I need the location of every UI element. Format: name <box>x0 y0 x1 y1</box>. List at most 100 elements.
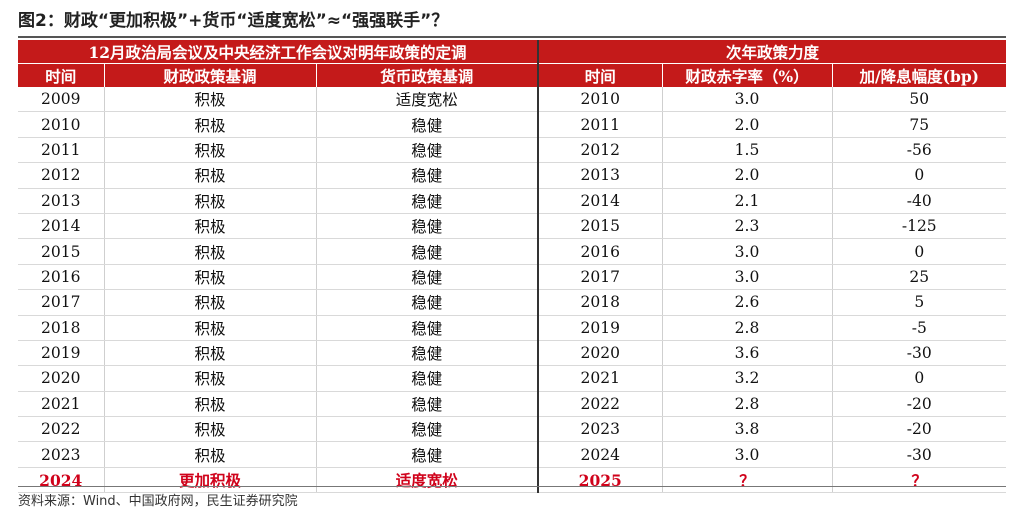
cell-year: 2021 <box>18 391 104 418</box>
table-row: 2009 积极 适度宽松 2010 3.0 50 <box>18 87 1007 113</box>
cell-next-year: 2024 <box>537 441 662 468</box>
cell-next-year: 2020 <box>537 340 662 367</box>
cell-monetary-tone: 稳健 <box>315 213 538 240</box>
table-row: 2019 积极 稳健 2020 3.6 -30 <box>18 340 1007 367</box>
cell-fiscal-tone: 积极 <box>103 416 316 443</box>
cell-fiscal-tone: 积极 <box>103 137 316 164</box>
cell-fiscal-tone: 积极 <box>103 340 316 367</box>
cell-monetary-tone: 稳健 <box>315 111 538 138</box>
cell-year: 2011 <box>18 137 104 164</box>
cell-year: 2020 <box>18 365 104 392</box>
cell-year: 2009 <box>18 87 104 113</box>
cell-monetary-tone: 稳健 <box>315 137 538 164</box>
cell-monetary-tone: 稳健 <box>315 289 538 316</box>
cell-fiscal-tone: 积极 <box>103 162 316 189</box>
cell-next-year: 2018 <box>537 289 662 316</box>
cell-rate-change: 0 <box>831 162 1007 189</box>
title-rule <box>18 36 1006 38</box>
cell-year: 2022 <box>18 416 104 443</box>
cell-deficit-rate: 3.0 <box>661 441 832 468</box>
cell-next-year: 2025 <box>537 467 662 494</box>
cell-monetary-tone: 稳健 <box>315 416 538 443</box>
cell-fiscal-tone: 积极 <box>103 441 316 468</box>
cell-rate-change: 0 <box>831 365 1007 392</box>
cell-monetary-tone: 稳健 <box>315 188 538 214</box>
cell-monetary-tone: 稳健 <box>315 340 538 367</box>
cell-fiscal-tone: 积极 <box>103 87 316 113</box>
cell-rate-change: -30 <box>831 441 1007 468</box>
cell-deficit-rate: 3.0 <box>661 87 832 113</box>
cell-fiscal-tone: 积极 <box>103 391 316 418</box>
cell-next-year: 2019 <box>537 315 662 341</box>
table-row: 2020 积极 稳健 2021 3.2 0 <box>18 365 1007 392</box>
cell-next-year: 2017 <box>537 264 662 291</box>
cell-rate-change: 75 <box>831 111 1007 138</box>
cell-deficit-rate: 3.8 <box>661 416 832 443</box>
cell-rate-change: -40 <box>831 188 1007 214</box>
cell-rate-change: 0 <box>831 238 1007 265</box>
cell-year: 2019 <box>18 340 104 367</box>
cell-year: 2024 <box>18 467 104 494</box>
cell-rate-change: ？ <box>831 467 1007 494</box>
table-row: 2014 积极 稳健 2015 2.3 -125 <box>18 213 1007 240</box>
header-deficit-rate: 财政赤字率（%） <box>661 63 832 87</box>
table-row: 2023 积极 稳健 2024 3.0 -30 <box>18 441 1007 468</box>
cell-deficit-rate: 3.6 <box>661 340 832 367</box>
cell-rate-change: 25 <box>831 264 1007 291</box>
cell-next-year: 2021 <box>537 365 662 392</box>
cell-year: 2012 <box>18 162 104 189</box>
policy-table: 12月政治局会议及中央经济工作会议对明年政策的定调 次年政策力度 时间 财政政策… <box>18 40 1007 494</box>
cell-deficit-rate: 3.2 <box>661 365 832 392</box>
cell-deficit-rate: 2.1 <box>661 188 832 214</box>
cell-rate-change: -56 <box>831 137 1007 164</box>
cell-fiscal-tone: 积极 <box>103 365 316 392</box>
cell-rate-change: -20 <box>831 391 1007 418</box>
cell-fiscal-tone: 积极 <box>103 213 316 240</box>
cell-fiscal-tone: 更加积极 <box>103 467 316 494</box>
cell-deficit-rate: 1.5 <box>661 137 832 164</box>
cell-year: 2013 <box>18 188 104 214</box>
table-row: 2017 积极 稳健 2018 2.6 5 <box>18 289 1007 316</box>
cell-rate-change: -5 <box>831 315 1007 341</box>
cell-monetary-tone: 稳健 <box>315 162 538 189</box>
cell-fiscal-tone: 积极 <box>103 188 316 214</box>
left-banner: 12月政治局会议及中央经济工作会议对明年政策的定调 <box>18 40 538 64</box>
cell-fiscal-tone: 积极 <box>103 238 316 265</box>
source-note: 资料来源：Wind、中国政府网，民生证券研究院 <box>18 494 298 509</box>
cell-deficit-rate: 2.8 <box>661 391 832 418</box>
cell-next-year: 2016 <box>537 238 662 265</box>
cell-fiscal-tone: 积极 <box>103 111 316 138</box>
cell-fiscal-tone: 积极 <box>103 264 316 291</box>
cell-rate-change: 5 <box>831 289 1007 316</box>
cell-deficit-rate: 2.8 <box>661 315 832 341</box>
cell-next-year: 2010 <box>537 87 662 113</box>
cell-fiscal-tone: 积极 <box>103 289 316 316</box>
cell-rate-change: -30 <box>831 340 1007 367</box>
right-banner: 次年政策力度 <box>536 40 1007 64</box>
table-row: 2015 积极 稳健 2016 3.0 0 <box>18 238 1007 265</box>
table-row: 2022 积极 稳健 2023 3.8 -20 <box>18 416 1007 443</box>
table-row: 2018 积极 稳健 2019 2.8 -5 <box>18 315 1007 341</box>
cell-rate-change: 50 <box>831 87 1007 113</box>
cell-deficit-rate: 3.0 <box>661 238 832 265</box>
cell-year: 2016 <box>18 264 104 291</box>
cell-deficit-rate: 2.0 <box>661 111 832 138</box>
table-row-final: 2024 更加积极 适度宽松 2025？？ <box>18 467 1007 494</box>
cell-deficit-rate: 2.6 <box>661 289 832 316</box>
cell-next-year: 2014 <box>537 188 662 214</box>
header-year: 时间 <box>18 63 104 87</box>
cell-year: 2017 <box>18 289 104 316</box>
cell-deficit-rate: 2.0 <box>661 162 832 189</box>
cell-monetary-tone: 适度宽松 <box>315 467 538 494</box>
cell-fiscal-tone: 积极 <box>103 315 316 341</box>
cell-deficit-rate: 2.3 <box>661 213 832 240</box>
cell-year: 2023 <box>18 441 104 468</box>
header-next-year: 时间 <box>537 63 662 87</box>
cell-monetary-tone: 适度宽松 <box>315 87 538 113</box>
cell-deficit-rate: ？ <box>661 467 832 494</box>
cell-next-year: 2015 <box>537 213 662 240</box>
bottom-rule <box>18 486 1006 487</box>
cell-monetary-tone: 稳健 <box>315 238 538 265</box>
figure-title: 图2：财政“更加积极”+货币“适度宽松”≈“强强联手”？ <box>18 11 449 31</box>
cell-next-year: 2022 <box>537 391 662 418</box>
